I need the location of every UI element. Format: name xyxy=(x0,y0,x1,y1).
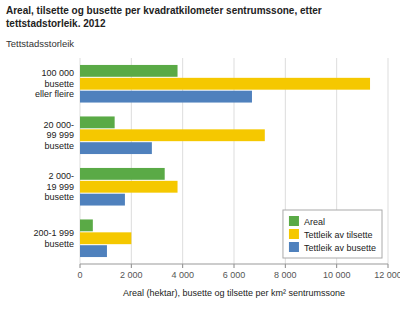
tick-mark xyxy=(285,264,286,268)
title: Areal, tilsette og busette per kvadratki… xyxy=(6,5,322,29)
tick-label: 4 000 xyxy=(171,270,194,280)
tick-mark xyxy=(80,264,81,268)
bar xyxy=(80,245,107,257)
tick-label: 6 000 xyxy=(223,270,246,280)
legend-swatch xyxy=(289,216,299,226)
bar xyxy=(80,232,131,244)
bar xyxy=(80,78,370,90)
x-axis-label: Areal (hektar), busette og tilsette per … xyxy=(123,288,345,298)
tick-mark xyxy=(388,264,389,268)
tick-label: 0 xyxy=(77,270,82,280)
tick-mark xyxy=(336,264,337,268)
legend-box xyxy=(283,210,382,258)
bar xyxy=(80,181,178,193)
bar xyxy=(80,116,115,128)
x-axis-line xyxy=(80,264,388,265)
bar xyxy=(80,219,93,231)
bar xyxy=(80,91,252,103)
bar xyxy=(80,142,152,154)
tick-label: 10 000 xyxy=(323,270,351,280)
bar xyxy=(80,129,265,141)
grid-line xyxy=(388,58,389,264)
subtitle: Tettstadsstorleik xyxy=(6,38,74,49)
legend-swatch xyxy=(289,229,299,239)
grid xyxy=(80,58,388,264)
category-label: 100 000busetteeller fleire xyxy=(35,68,74,99)
legend-swatch xyxy=(289,242,299,252)
legend-label: Tettleik av tilsette xyxy=(304,230,373,240)
tick-mark xyxy=(182,264,183,268)
legend: Areal Tettleik av tilsette Tettleik av bus… xyxy=(283,210,382,258)
tick-label: 2 000 xyxy=(120,270,143,280)
tick-mark xyxy=(131,264,132,268)
bar xyxy=(80,168,165,180)
bar xyxy=(80,65,178,77)
bar xyxy=(80,194,125,206)
tick-label: 8 000 xyxy=(274,270,297,280)
chart: Areal, tilsette og busette per kvadratki… xyxy=(0,0,400,320)
tick-label: 12 000 xyxy=(374,270,400,280)
legend-label: Tettleik av busette xyxy=(304,243,376,253)
category-label: 20 000-99 999busette xyxy=(43,120,74,151)
legend-label: Areal xyxy=(304,217,325,227)
tick-mark xyxy=(234,264,235,268)
category-label: 2 000-19 999busette xyxy=(44,171,74,202)
category-label: 200-1 999busette xyxy=(33,228,74,249)
